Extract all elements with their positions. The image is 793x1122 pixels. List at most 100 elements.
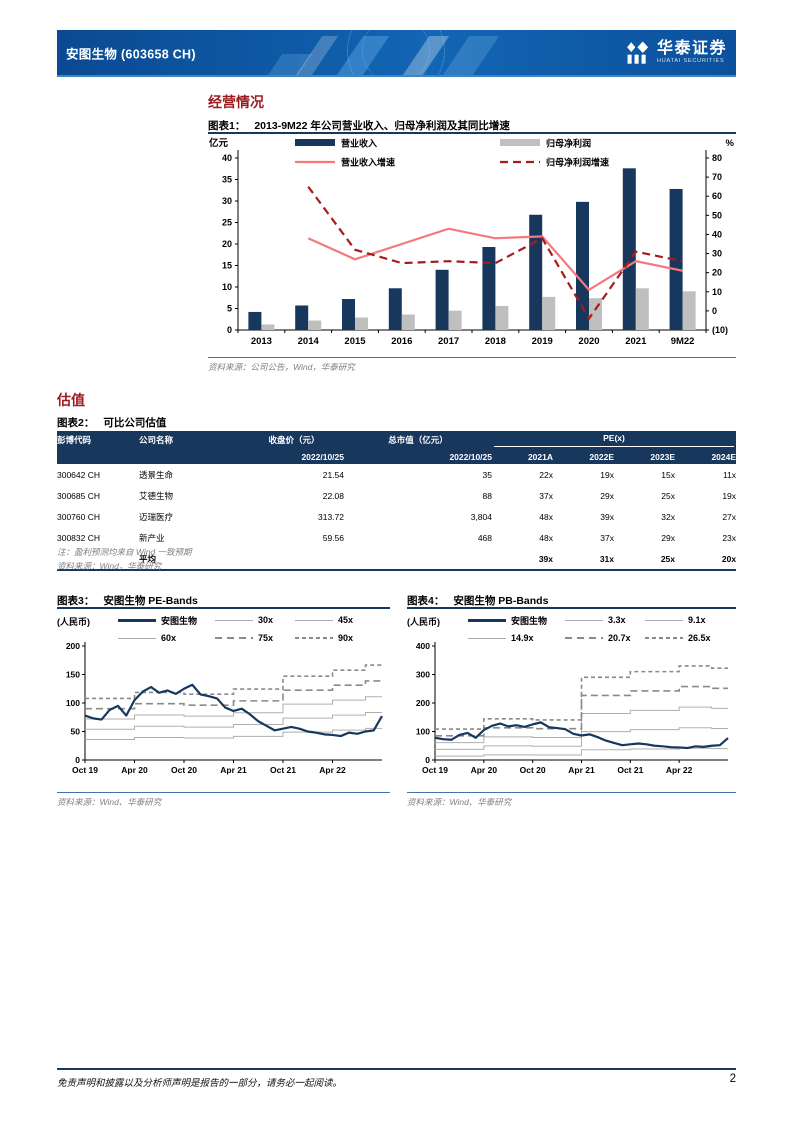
figure3-label: 图表3：	[57, 595, 95, 607]
table-row: 300760 CH 迈瑞医疗 313.72 3,804 48x 39x 32x 27x	[57, 506, 736, 527]
legend-entry: 30x	[215, 615, 295, 625]
table-cell: 22.08	[322, 490, 344, 501]
figure1-title: 图表1： 2013-9M22 年公司营业收入、归母净利润及其同比增速	[208, 120, 510, 132]
svg-text:2014: 2014	[298, 336, 320, 347]
table-cell: 22x	[539, 469, 553, 480]
svg-text:0: 0	[75, 755, 80, 765]
legend-label: 75x	[258, 633, 274, 643]
legend-entry: 45x	[295, 615, 387, 625]
legend-swatch	[295, 619, 333, 621]
figure3-source: 资料来源：Wind、华泰研究	[57, 797, 162, 807]
table-cell: 300832 CH	[57, 532, 101, 543]
valuation-table-head: 彭博代码 公司名称 收盘价（元） 总市值（亿元） PE(x) 2022/10/25 2022…	[57, 431, 737, 464]
table-cell: 39x	[492, 548, 553, 571]
table-cell	[244, 548, 344, 571]
section-title-operations: 经营情况	[208, 94, 264, 110]
svg-text:300: 300	[416, 670, 430, 680]
svg-text:营业收入增速: 营业收入增速	[341, 157, 395, 168]
svg-text:Oct 20: Oct 20	[171, 765, 197, 775]
page-number: 2	[729, 1073, 736, 1085]
svg-text:9M22: 9M22	[671, 336, 695, 347]
svg-text:70: 70	[712, 172, 722, 182]
legend-label: 3.3x	[608, 615, 626, 625]
table-cell: 29x	[661, 532, 675, 543]
table-row: 300832 CH 新产业 59.56 468 48x 37x 29x 23x	[57, 527, 736, 548]
table-cell: 收盘价（元）	[244, 431, 344, 449]
legend-swatch	[295, 637, 333, 639]
figure1-title-divider	[208, 132, 736, 134]
table-cell: 21.54	[322, 469, 344, 480]
svg-text:20: 20	[222, 239, 232, 249]
legend-entry: 14.9x	[468, 633, 565, 643]
legend-swatch	[118, 618, 156, 622]
svg-text:20: 20	[712, 268, 722, 278]
legend-label: 30x	[258, 615, 274, 625]
figure2-source: 资料来源：Wind，华泰研究	[57, 561, 162, 571]
table-cell: 25x	[661, 490, 675, 501]
figure3-source-divider	[57, 792, 390, 793]
table-cell: 平均	[139, 548, 244, 571]
table-cell: 59.56	[322, 532, 344, 543]
figure3-title-divider	[57, 607, 390, 609]
legend-entry: 9.1x	[645, 615, 737, 625]
legend-entry: 安图生物	[468, 614, 565, 627]
svg-text:15: 15	[222, 261, 232, 271]
legend-label: 9.1x	[688, 615, 706, 625]
figure2-note: 注：盈利预测均来自 Wind 一致预期	[57, 547, 192, 557]
figure2-label: 图表2：	[57, 417, 95, 429]
figure1-source-divider	[208, 357, 736, 358]
svg-text:0: 0	[227, 325, 232, 335]
table-cell: 15x	[661, 469, 675, 480]
svg-text:200: 200	[416, 698, 430, 708]
table-cell: 300642 CH	[57, 469, 101, 480]
table-cell: 88	[482, 490, 492, 501]
figure1-source: 资料来源：公司公告，Wind，华泰研究	[208, 362, 355, 372]
valuation-table-body: 300642 CH 透景生命 21.54 35 22x 19x 15x 11x 300685 C…	[57, 464, 737, 571]
table-average-row: 平均 39x 31x 25x 20x	[57, 548, 737, 571]
table-cell: 48x	[539, 511, 553, 522]
figure1-combo-chart: 0 5 10 15 20 25 30 35 40 (10) 0 10 20 30 40 50 60 70 80 201…	[209, 137, 735, 347]
svg-text:Apr 22: Apr 22	[666, 765, 693, 775]
table-cell: 19x	[600, 469, 614, 480]
svg-text:营业收入: 营业收入	[341, 138, 377, 149]
table-cell: 2022/10/25	[344, 449, 492, 464]
svg-text:2017: 2017	[438, 336, 459, 347]
table-cell: 彭博代码	[57, 431, 139, 449]
table-cell: 37x	[539, 490, 553, 501]
stock-title: 安图生物 (603658 CH)	[66, 47, 196, 61]
table-cell	[344, 548, 492, 571]
svg-text:Apr 22: Apr 22	[319, 765, 346, 775]
svg-text:Oct 21: Oct 21	[270, 765, 296, 775]
svg-text:Apr 21: Apr 21	[220, 765, 247, 775]
legend-label: 20.7x	[608, 633, 631, 643]
svg-text:2016: 2016	[391, 336, 412, 347]
svg-text:30: 30	[222, 196, 232, 206]
svg-text:30: 30	[712, 249, 722, 259]
table-cell: 300685 CH	[57, 490, 101, 501]
svg-text:2018: 2018	[485, 336, 506, 347]
figure4-label: 图表4：	[407, 595, 445, 607]
svg-text:200: 200	[66, 641, 80, 651]
figure4-title-divider	[407, 607, 736, 609]
svg-text:100: 100	[66, 698, 80, 708]
table-cell: PE(x)	[492, 431, 737, 449]
table-cell: 23x	[722, 532, 737, 543]
table-cell: 2024E	[675, 449, 737, 464]
svg-text:(10): (10)	[712, 325, 728, 335]
table-cell: 37x	[600, 532, 614, 543]
table-cell: 2023E	[614, 449, 675, 464]
legend-entry: 20.7x	[565, 633, 645, 643]
svg-text:40: 40	[222, 153, 232, 163]
figure3-title: 图表3： 安图生物 PE-Bands	[57, 595, 198, 607]
brand-name-en: HUATAI SECURITIES	[656, 57, 725, 64]
table-cell	[57, 449, 139, 464]
globe-decoration	[347, 30, 445, 75]
legend-swatch	[645, 637, 683, 639]
table-cell	[139, 449, 244, 464]
svg-text:40: 40	[712, 229, 722, 239]
figure4-title: 图表4： 安图生物 PB-Bands	[407, 595, 549, 607]
svg-text:5: 5	[227, 304, 232, 314]
svg-text:归母净利润增速: 归母净利润增速	[546, 157, 609, 168]
legend-swatch	[215, 637, 253, 639]
